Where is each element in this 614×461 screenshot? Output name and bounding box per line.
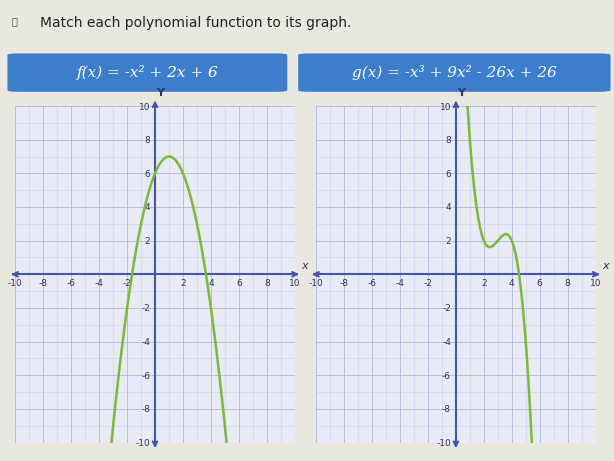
Text: g(x) = -x³ + 9x² - 26x + 26: g(x) = -x³ + 9x² - 26x + 26 bbox=[352, 65, 557, 80]
Text: Y: Y bbox=[156, 88, 164, 98]
Text: f(x) = -x² + 2x + 6: f(x) = -x² + 2x + 6 bbox=[77, 65, 218, 80]
FancyBboxPatch shape bbox=[298, 53, 610, 92]
Text: x: x bbox=[301, 261, 308, 271]
Text: Match each polynomial function to its graph.: Match each polynomial function to its gr… bbox=[40, 16, 351, 30]
FancyBboxPatch shape bbox=[7, 53, 287, 92]
Text: Y: Y bbox=[457, 88, 465, 98]
Text: x: x bbox=[602, 261, 608, 271]
Text: 山: 山 bbox=[11, 16, 17, 26]
